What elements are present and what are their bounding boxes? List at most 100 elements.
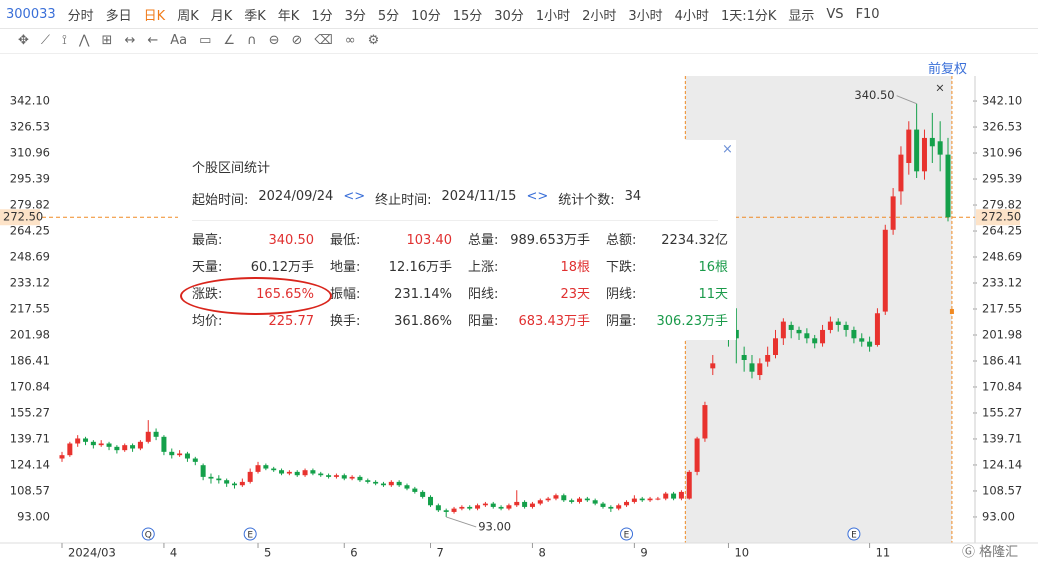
stat-cell: 下跌: 16根	[606, 259, 744, 277]
stat-value: 225.77	[268, 314, 315, 329]
y-tick-label: 233.12	[982, 275, 1022, 289]
period-button[interactable]: 10分	[411, 8, 441, 24]
event-marker	[243, 527, 257, 541]
candle-body	[412, 488, 418, 492]
candle-body	[404, 485, 410, 489]
period-button[interactable]: 分时	[67, 8, 94, 24]
tool-icon[interactable]: ✥	[18, 33, 29, 48]
y-tick-label: 139.71	[10, 431, 50, 445]
tool-icon[interactable]: ⊞	[101, 33, 113, 48]
candle-body	[890, 196, 896, 230]
candle-body	[239, 481, 245, 486]
panel-range: 起始时间: 2024/09/24 <> 终止时间: 2024/11/15 <> 统计个数…	[192, 189, 641, 208]
tool-icon[interactable]: ⟟	[62, 33, 67, 48]
event-marker	[620, 527, 634, 541]
period-button[interactable]: 15分	[452, 8, 483, 24]
candle-body	[83, 438, 89, 442]
candle-body	[145, 431, 151, 442]
stat-cell: 阳线: 23天	[468, 286, 606, 304]
stat-label: 阳量:	[468, 314, 499, 329]
candle-body	[780, 321, 786, 339]
candle-body	[224, 480, 230, 484]
candle-body	[184, 453, 190, 459]
period-button[interactable]: 多日	[105, 8, 132, 24]
y-tick-label: 326.53	[982, 120, 1022, 134]
y-tick-label: 155.27	[10, 405, 50, 419]
candle-body	[114, 446, 120, 451]
period-button[interactable]: 年K	[277, 8, 300, 24]
end-date: 2024/11/15	[441, 189, 517, 204]
y-tick-label: 124.14	[982, 457, 1022, 471]
y-tick-label: 279.82	[982, 198, 1022, 212]
tool-icon[interactable]: ⌫	[314, 33, 333, 48]
tool-icon[interactable]: ↔	[124, 33, 136, 48]
low-pointer	[446, 516, 477, 528]
tool-icon[interactable]: ←	[147, 33, 159, 48]
arrows[interactable]: <>	[343, 189, 366, 204]
candle-body	[678, 491, 684, 499]
candle-body	[333, 475, 339, 477]
tool-icon[interactable]: ⟋	[40, 33, 51, 48]
x-tick-label: 6	[350, 546, 357, 560]
period-button[interactable]: 季K	[244, 8, 266, 24]
candle-body	[326, 475, 332, 477]
candle-body	[584, 498, 590, 501]
candle-body	[529, 503, 535, 507]
candle-body	[106, 443, 112, 447]
stat-value: 16根	[698, 260, 728, 275]
y-tick-label: 264.25	[10, 224, 50, 238]
period-button[interactable]: 显示	[788, 8, 815, 24]
range-close: ×	[935, 81, 945, 95]
candle-body	[130, 445, 136, 449]
tool-icon[interactable]: ⊖	[268, 33, 280, 48]
period-button[interactable]: F10	[855, 6, 880, 22]
candle-body	[561, 495, 567, 501]
period-button[interactable]: 1天:1分K	[720, 8, 777, 24]
price-box	[0, 209, 40, 226]
adjust-mode[interactable]: 前复权	[928, 62, 968, 77]
period-button[interactable]: 2小时	[582, 8, 617, 24]
tool-icon[interactable]: ⚙	[367, 33, 380, 48]
period-button[interactable]: VS	[826, 6, 844, 22]
period-button[interactable]: 周K	[177, 8, 199, 24]
stock-code[interactable]: 300033	[6, 6, 56, 22]
tool-icon[interactable]: ⊘	[291, 33, 303, 48]
x-tick-label: 11	[876, 546, 891, 560]
period-button[interactable]: 4小时	[674, 8, 709, 24]
period-button[interactable]: 3小时	[628, 8, 663, 24]
candle-body	[302, 470, 308, 476]
period-button[interactable]: 月K	[210, 8, 233, 24]
price-label: 272.50	[3, 210, 43, 224]
period-button[interactable]: 5分	[377, 8, 400, 24]
period-button[interactable]: 30分	[494, 8, 524, 24]
stat-cell: 总额: 2234.32亿	[606, 232, 744, 250]
text-tool[interactable]: Aa	[170, 33, 188, 48]
tool-icon[interactable]: ∞	[344, 33, 356, 48]
tool-icon[interactable]: ⋀	[78, 33, 90, 48]
x-tick-label: 2024/03	[68, 546, 116, 560]
period-button[interactable]: 1小时	[535, 8, 571, 24]
stat-cell: 总量: 989.653万手	[468, 232, 606, 250]
tool-icon[interactable]: ∩	[247, 33, 257, 48]
candle-body	[231, 483, 237, 486]
stat-value: 103.40	[406, 233, 453, 248]
candle-body	[420, 491, 426, 497]
arrows[interactable]: <>	[526, 189, 549, 204]
close-button[interactable]: ×	[722, 142, 733, 157]
tool-icon[interactable]: ▭	[199, 33, 212, 48]
y-tick-label: 201.98	[982, 327, 1022, 341]
tool-icon[interactable]: ∠	[223, 33, 236, 48]
candle-body	[318, 473, 324, 476]
candle-body	[765, 354, 771, 362]
stat-value: 683.43万手	[518, 314, 591, 329]
candle-body	[749, 363, 755, 372]
candle-body	[663, 493, 669, 499]
period-button[interactable]: 3分	[344, 8, 366, 24]
period-button[interactable]: 1分	[311, 8, 333, 24]
candle-body	[874, 313, 880, 345]
y-tick-label: 186.41	[10, 353, 50, 367]
y-tick-label: 295.39	[10, 172, 50, 186]
period-button[interactable]: 日K	[143, 8, 166, 24]
stat-cell: 阴量: 306.23万手	[606, 313, 744, 331]
candle-body	[639, 498, 645, 501]
